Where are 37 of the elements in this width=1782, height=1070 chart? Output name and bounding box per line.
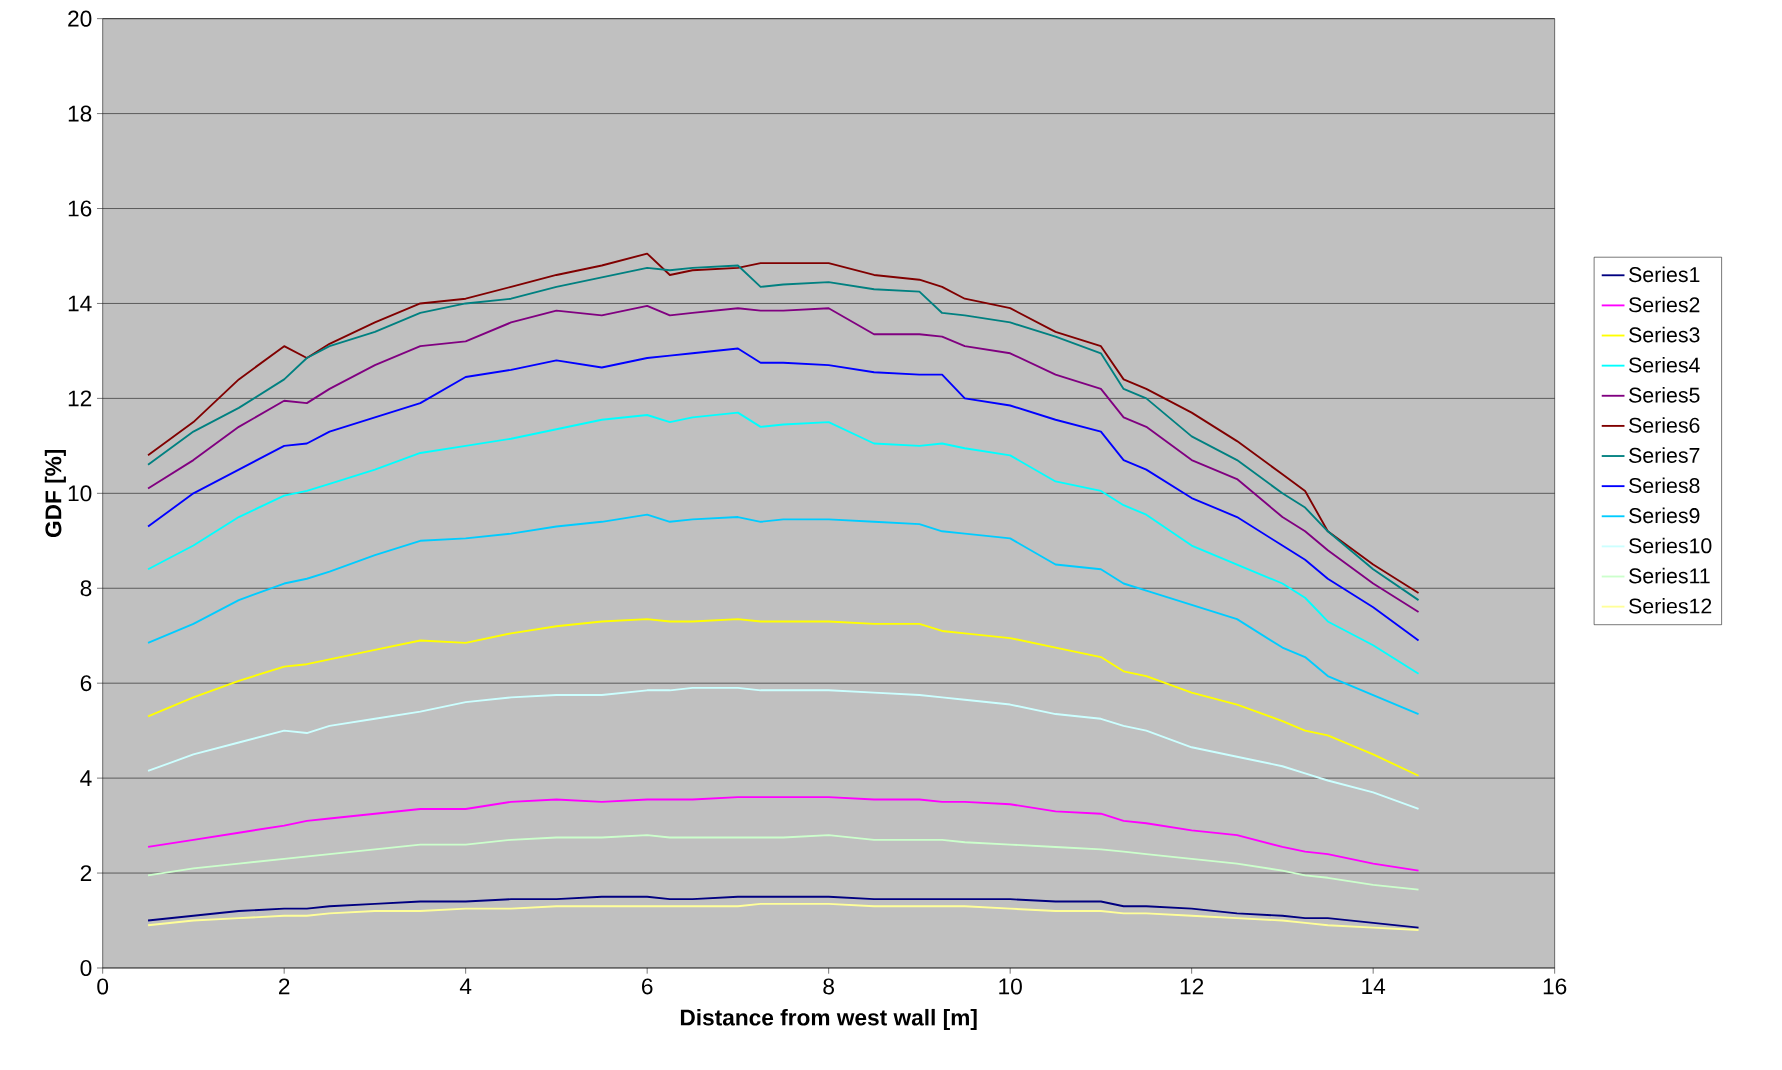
legend-label: Series10 [1629, 537, 1712, 554]
y-tick-label: 12 [68, 390, 92, 407]
y-tick-label: 18 [68, 105, 92, 122]
y-tick-label: 20 [68, 10, 92, 27]
y-tick-label: 6 [80, 675, 92, 692]
legend-label: Series1 [1629, 266, 1700, 283]
legend-label: Series3 [1629, 326, 1700, 343]
legend-label: Series12 [1629, 597, 1712, 614]
x-tick-label: 2 [279, 978, 290, 995]
legend-label: Series9 [1629, 507, 1700, 524]
legend-label: Series8 [1629, 477, 1700, 494]
y-axis-title: GDF [%] [44, 449, 66, 538]
legend-label: Series6 [1629, 417, 1700, 433]
x-tick-label: 10 [999, 978, 1022, 995]
y-tick-label: 2 [80, 865, 92, 881]
legend-label: Series4 [1629, 356, 1700, 373]
x-tick-label: 16 [1543, 978, 1567, 995]
line-series [147, 411, 1420, 675]
line-series [147, 347, 1420, 642]
y-tick-label: 16 [68, 200, 92, 217]
legend-label: Series2 [1629, 296, 1700, 313]
x-tick-label: 14 [1362, 978, 1386, 994]
y-tick-label: 8 [80, 580, 92, 597]
y-tick-label: 14 [68, 295, 92, 312]
x-tick-label: 8 [823, 978, 834, 995]
legend-label: Series7 [1629, 447, 1700, 463]
y-tick-label: 0 [80, 959, 92, 977]
x-axis-title: Distance from west wall [m] [680, 1008, 977, 1031]
legend-label: Series11 [1629, 567, 1710, 584]
legend-label: Series5 [1629, 387, 1700, 403]
x-tick-label: 6 [642, 978, 653, 995]
y-tick-label: 4 [80, 770, 92, 786]
line-series [147, 513, 1420, 715]
x-tick-label: 4 [459, 978, 472, 994]
x-tick-label: 0 [97, 978, 109, 995]
x-tick-label: 12 [1180, 978, 1204, 995]
y-tick-label: 10 [68, 485, 92, 502]
